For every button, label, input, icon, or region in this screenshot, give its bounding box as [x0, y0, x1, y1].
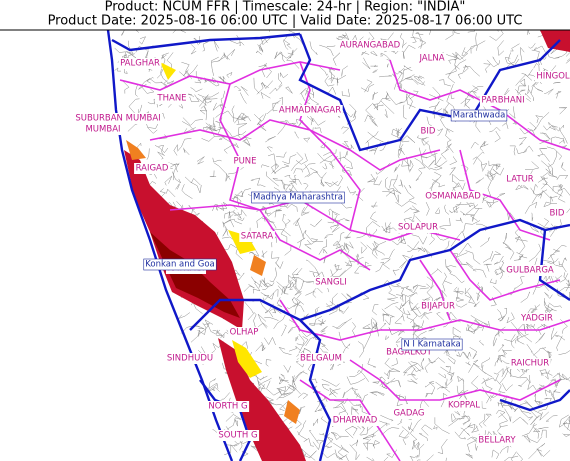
district-label-box [231, 156, 259, 167]
district-label-box [313, 277, 349, 288]
district-label: NORTH G [208, 402, 247, 412]
district-label-box [331, 415, 380, 426]
district-label-box [216, 430, 260, 441]
district-label-box [416, 53, 447, 64]
district-label-box [504, 265, 556, 276]
district-label-box [118, 58, 162, 69]
region-label: Madhya Maharashtra [253, 193, 343, 203]
district-label-box [83, 124, 123, 135]
district-label: SANGLI [315, 278, 347, 288]
district-label: SUBURBAN MUMBAI [75, 114, 160, 124]
district-label: RAICHUR [511, 359, 549, 369]
district-label-box [419, 126, 438, 137]
district-label: THANE [156, 94, 186, 104]
district-label: AHMADNAGAR [279, 106, 341, 116]
district-label: BID [550, 209, 565, 219]
region-label-box [450, 109, 508, 122]
header-line: Product Date: 2025-08-16 06:00 UTC | Val… [48, 14, 523, 29]
district-label: HINGOL [536, 72, 570, 82]
district-label-box [509, 358, 551, 369]
district-label: GULBARGA [506, 266, 554, 276]
region-label: N I Karnataka [403, 340, 460, 350]
region-label-box [143, 258, 217, 271]
district-label: BIJAPUR [421, 302, 455, 312]
district-label: BID [421, 127, 436, 137]
district-label-box [423, 191, 483, 202]
district-label: OLHAP [230, 328, 259, 338]
district-label-box [239, 231, 275, 242]
district-label: OSMANABAD [425, 192, 481, 202]
district-label: JALNA [418, 54, 444, 64]
header-band [0, 0, 570, 30]
district-label-box [446, 400, 482, 411]
district-label: YADGIR [520, 314, 553, 324]
district-label: AURANGABAD [340, 41, 401, 51]
district-label-box [298, 353, 344, 364]
district-label: BAGALKOT [386, 348, 432, 358]
header-line: Product: NCUM FFR | Timescale: 24-hr | R… [105, 0, 466, 15]
state-boundaries [106, 29, 570, 461]
district-label: DHARWAD [333, 416, 378, 426]
district-label-box [165, 353, 215, 364]
district-label-box [338, 40, 403, 51]
district-label: SOUTH G [218, 431, 257, 441]
district-label-box [479, 95, 527, 106]
district-label: GADAG [393, 409, 424, 419]
district-label-box [396, 222, 440, 233]
district-label-box [154, 93, 189, 104]
district-label-box [73, 113, 163, 124]
district-label: LATUR [506, 175, 533, 185]
district-label-box [518, 313, 555, 324]
district-label: PALGHAR [120, 59, 160, 69]
district-label: KOPPAL [448, 401, 480, 411]
district-label: PUNE [233, 157, 256, 167]
district-label: MUMBAI [85, 125, 120, 135]
district-label: SOLAPUR [398, 223, 438, 233]
district-label-box [384, 347, 435, 358]
district-label-box [134, 163, 171, 174]
district-label-box [476, 435, 518, 446]
district-label-box [548, 208, 567, 219]
district-label-box [419, 301, 457, 312]
district-label-box [534, 71, 570, 82]
district-label-box [277, 105, 343, 116]
region-label: Marathwada [453, 111, 506, 121]
district-label: SINDHUDU [167, 354, 213, 364]
district-label: RAIGAD [136, 164, 169, 174]
region-label-box [401, 338, 463, 351]
district-label-box [504, 174, 536, 185]
region-label: Konkan and Goa [145, 260, 215, 270]
district-label-box [228, 327, 260, 338]
region-label-box [251, 191, 345, 204]
district-label: PARBHANI [481, 96, 524, 106]
district-label-box [206, 401, 250, 412]
district-label: BELGAUM [300, 354, 342, 364]
district-label: SATARA [241, 232, 274, 242]
district-label-box [391, 408, 427, 419]
district-label: BELLARY [478, 436, 516, 446]
